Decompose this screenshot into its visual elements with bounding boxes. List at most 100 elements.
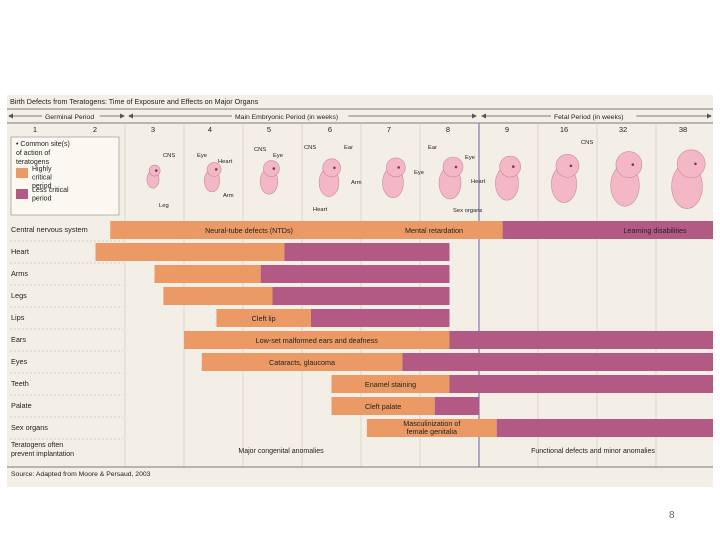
- legend-swatch-high: [16, 168, 28, 178]
- embryo-head: [263, 160, 280, 177]
- period-label-bg: [551, 111, 637, 121]
- embryo-site-label: Leg: [159, 203, 169, 209]
- high-critical-bar: [201, 353, 403, 371]
- period-arrow-head: [8, 113, 13, 119]
- embryo-site-label: Eye: [414, 170, 424, 176]
- less-critical-bar: [434, 397, 479, 415]
- embryo-eye: [512, 165, 515, 168]
- period-arrow-head: [120, 113, 125, 119]
- embryo-head: [676, 149, 706, 179]
- high-critical-bar: [331, 375, 450, 393]
- less-critical-bar: [402, 353, 713, 371]
- embryo-eye: [631, 163, 635, 166]
- high-critical-bar: [331, 397, 435, 415]
- organ-label: Heart: [11, 247, 29, 256]
- effect-label: Enamel staining: [365, 380, 416, 389]
- embryo-eye: [397, 166, 401, 169]
- embryo-site-label: CNS: [581, 140, 593, 146]
- less-critical-bar: [284, 243, 450, 261]
- legend-text: period: [32, 196, 52, 203]
- legend-text: of action of: [16, 150, 50, 157]
- embryo-site-label: Eye: [273, 153, 283, 159]
- week-tick-label: 7: [387, 125, 391, 134]
- period-arrow-head: [128, 113, 133, 119]
- week-tick-label: 8: [446, 125, 450, 134]
- period-label: Germinal Period: [45, 114, 94, 121]
- embryo-eye: [694, 162, 697, 166]
- embryo-eye: [272, 167, 276, 170]
- embryo-eye: [155, 169, 158, 172]
- embryo-site-label: Eye: [197, 153, 207, 159]
- organ-label: Ears: [11, 335, 26, 344]
- embryo-eye: [214, 168, 218, 171]
- less-critical-bar: [496, 419, 713, 437]
- period-label: Fetal Period (in weeks): [554, 114, 624, 121]
- embryo-head: [615, 151, 643, 178]
- legend-text: teratogens: [16, 159, 50, 166]
- legend-text: critical: [32, 175, 52, 182]
- effect-label: Neural-tube defects (NTDs): [205, 226, 293, 235]
- footer-label: Functional defects and minor anomalies: [531, 448, 655, 455]
- week-tick-label: 6: [328, 125, 332, 134]
- period-arrow-head: [481, 113, 486, 119]
- embryo-site-label: Sex organs: [453, 208, 482, 214]
- embryo-site-label: Arm: [223, 193, 234, 199]
- effect-label: Learning disabilities: [623, 226, 687, 235]
- organ-label: Arms: [11, 269, 28, 278]
- week-tick-label: 38: [679, 125, 687, 134]
- embryo-eye: [333, 166, 336, 170]
- legend-swatch-low: [16, 189, 28, 199]
- embryo-head: [386, 157, 406, 178]
- high-critical-bar: [216, 309, 311, 327]
- embryo-head: [499, 155, 521, 178]
- effect-label: Cleft palate: [365, 402, 401, 411]
- organ-label: Lips: [11, 313, 25, 322]
- embryo-site-label: Arm: [351, 180, 362, 186]
- organ-label: Central nervous system: [11, 225, 88, 234]
- less-critical-bar: [260, 265, 450, 283]
- embryo-site-label: Eye: [465, 155, 475, 161]
- week-tick-label: 16: [560, 125, 568, 134]
- high-critical-bar: [154, 265, 261, 283]
- embryo-site-label: CNS: [304, 145, 316, 151]
- legend-text: period: [32, 183, 52, 190]
- embryo-site-label: CNS: [254, 147, 266, 153]
- organ-label: Legs: [11, 291, 27, 300]
- effect-label: Masculinization of: [403, 419, 460, 428]
- embryo-site-label: Ear: [344, 145, 353, 151]
- less-critical-bar: [272, 287, 450, 305]
- embryo-head: [442, 156, 464, 178]
- effect-label: Low-set malformed ears and deafness: [256, 336, 379, 345]
- footer-label: prevent implantation: [11, 451, 74, 458]
- embryo-head: [206, 162, 222, 177]
- high-critical-bar: [110, 221, 503, 239]
- period-label: Main Embryonic Period (in weeks): [235, 114, 338, 121]
- high-critical-bar: [184, 331, 450, 349]
- week-tick-label: 4: [208, 125, 212, 134]
- embryo-site-label: Ear: [428, 145, 437, 151]
- page-number: 8: [669, 510, 675, 521]
- period-arrow-head: [707, 113, 712, 119]
- legend-box: [10, 136, 120, 216]
- less-critical-bar: [502, 221, 713, 239]
- week-tick-label: 5: [267, 125, 271, 134]
- week-tick-label: 3: [151, 125, 155, 134]
- high-critical-bar: [95, 243, 285, 261]
- effect-label: Cataracts, glaucoma: [269, 358, 335, 367]
- week-tick-label: 1: [33, 125, 37, 134]
- embryo-site-label: Heart: [313, 207, 328, 213]
- legend-text: Highly: [32, 166, 52, 173]
- effect-label: Mental retardation: [405, 226, 463, 235]
- legend-text: Less critical: [32, 187, 69, 194]
- less-critical-bar: [449, 331, 713, 349]
- embryo-site-label: CNS: [163, 153, 175, 159]
- organ-label: Palate: [11, 401, 32, 410]
- effect-label: female genitalia: [407, 427, 457, 436]
- teratogen-chart-figure: Birth Defects from Teratogens: Time of E…: [7, 95, 716, 487]
- high-critical-bar: [163, 287, 273, 305]
- less-critical-bar: [310, 309, 450, 327]
- embryo-site-label: Heart: [218, 159, 233, 165]
- legend-text: • Common site(s): [16, 141, 70, 148]
- period-label-bg: [42, 111, 100, 121]
- period-arrow-head: [472, 113, 477, 119]
